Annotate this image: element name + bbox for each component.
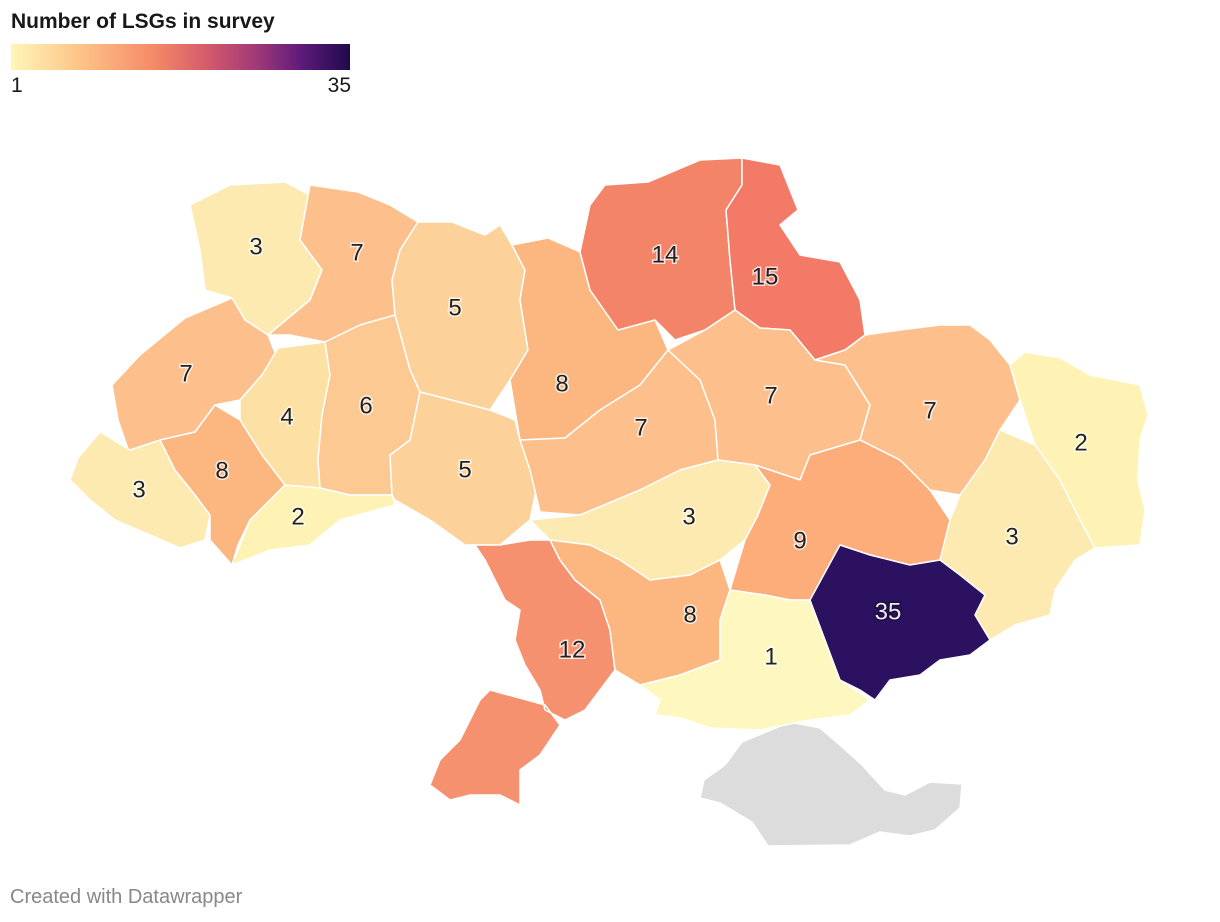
legend-max-label: 35 bbox=[327, 74, 351, 97]
region-value-label: 8 bbox=[215, 458, 228, 485]
region-value-label: 3 bbox=[132, 477, 145, 504]
region-value-label: 6 bbox=[359, 393, 372, 420]
legend-color-scale bbox=[11, 44, 350, 70]
region-value-label: 7 bbox=[634, 415, 647, 442]
region-crimea bbox=[699, 721, 963, 847]
region-value-label: 7 bbox=[764, 383, 777, 410]
region-value-label: 35 bbox=[875, 599, 902, 626]
region-value-label: 8 bbox=[555, 371, 568, 398]
legend: Number of LSGs in survey 1 35 bbox=[11, 10, 351, 97]
region-value-label: 12 bbox=[559, 637, 586, 664]
region-value-label: 7 bbox=[179, 361, 192, 388]
datawrapper-credit: Created with Datawrapper bbox=[10, 886, 243, 908]
region-value-label: 5 bbox=[458, 457, 471, 484]
region-value-label: 8 bbox=[683, 602, 696, 629]
region-value-label: 1 bbox=[764, 644, 777, 671]
legend-title: Number of LSGs in survey bbox=[11, 10, 275, 33]
region-value-label: 2 bbox=[1074, 430, 1087, 457]
region-value-label: 9 bbox=[793, 528, 806, 555]
region-value-label: 2 bbox=[291, 504, 304, 531]
region-chernivtsi bbox=[231, 484, 396, 566]
region-kharkiv bbox=[814, 324, 1021, 496]
region-zakarpattia bbox=[69, 431, 211, 549]
region-value-label: 14 bbox=[652, 242, 679, 269]
region-value-label: 4 bbox=[280, 404, 293, 431]
legend-min-label: 1 bbox=[11, 74, 23, 97]
region-value-label: 3 bbox=[682, 504, 695, 531]
region-value-label: 7 bbox=[923, 398, 936, 425]
region-value-label: 3 bbox=[249, 234, 262, 261]
region-value-label: 5 bbox=[448, 295, 461, 322]
region-value-label: 7 bbox=[350, 240, 363, 267]
legend-labels: 1 35 bbox=[11, 70, 351, 97]
region-value-label: 15 bbox=[752, 264, 779, 291]
region-zaporizhzhia bbox=[809, 544, 991, 701]
region-value-label: 3 bbox=[1005, 524, 1018, 551]
